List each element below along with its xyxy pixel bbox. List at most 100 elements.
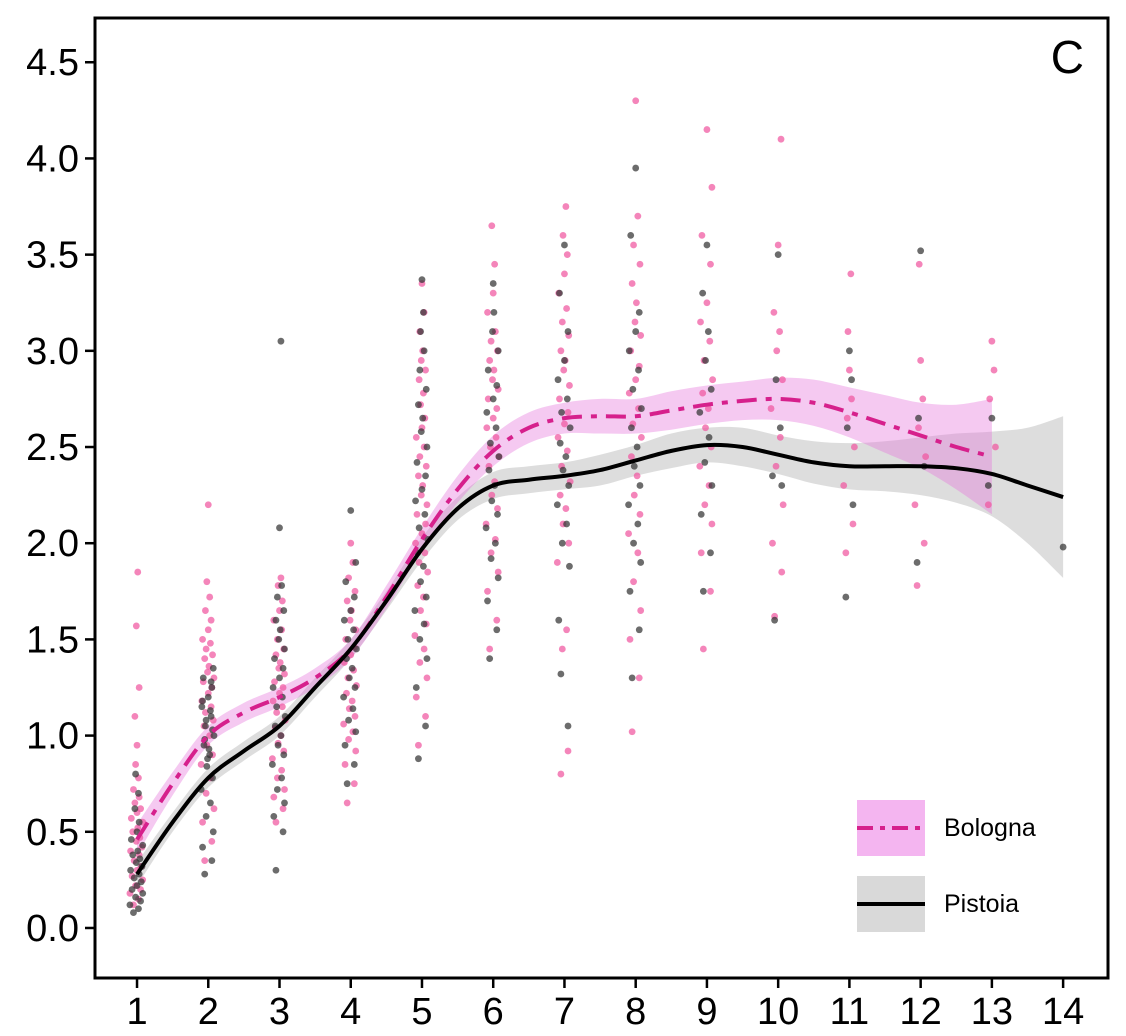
data-point: [488, 491, 496, 499]
data-point: [630, 241, 637, 249]
data-point: [704, 405, 712, 412]
data-point: [130, 874, 138, 882]
y-axis-tick-label: 2.5: [26, 427, 79, 469]
data-point: [411, 632, 419, 639]
data-point: [707, 549, 714, 557]
data-point: [564, 408, 572, 416]
data-point: [207, 712, 215, 720]
data-point: [556, 395, 563, 403]
x-axis-tick-label: 2: [198, 991, 219, 1033]
data-point: [129, 851, 137, 859]
x-axis-tick-label: 6: [483, 991, 504, 1033]
data-point: [495, 453, 503, 461]
data-point: [627, 231, 635, 239]
data-point: [486, 655, 494, 663]
legend: [857, 800, 925, 932]
data-point: [206, 593, 214, 601]
data-point: [911, 501, 919, 509]
data-point: [139, 841, 147, 849]
data-point: [986, 395, 994, 403]
data-point: [561, 270, 568, 278]
data-point: [708, 520, 716, 528]
trend-lines: [135, 396, 1064, 876]
data-point: [563, 520, 570, 528]
data-point: [412, 497, 419, 505]
data-point: [484, 308, 491, 316]
data-point: [204, 626, 212, 634]
data-point: [422, 722, 429, 730]
data-point: [553, 501, 561, 509]
data-point: [984, 482, 992, 489]
data-point: [422, 366, 429, 374]
data-point: [494, 347, 502, 355]
data-point: [699, 645, 707, 653]
data-point: [272, 866, 280, 874]
data-point: [416, 659, 424, 666]
data-point: [207, 678, 215, 686]
data-point: [127, 866, 135, 874]
data-point: [415, 524, 423, 532]
data-point: [489, 395, 497, 403]
data-point: [340, 720, 348, 728]
data-point: [132, 622, 140, 630]
data-point: [840, 482, 848, 489]
data-point: [553, 559, 561, 566]
data-point: [277, 574, 285, 582]
data-point: [423, 443, 431, 451]
data-point: [767, 405, 775, 412]
data-point: [561, 357, 568, 364]
y-axis-tick-label: 0.5: [26, 812, 79, 854]
data-point: [707, 587, 714, 595]
data-point: [484, 597, 491, 605]
data-point: [557, 347, 565, 355]
data-point: [281, 786, 288, 793]
data-point: [202, 722, 209, 730]
data-point: [562, 505, 570, 512]
data-point: [633, 299, 640, 307]
data-point: [635, 308, 643, 316]
data-point: [489, 328, 496, 335]
data-point: [486, 439, 494, 447]
data-point: [270, 793, 278, 801]
data-point: [204, 668, 211, 676]
data-point: [202, 645, 210, 653]
data-point: [131, 805, 139, 813]
data-point: [423, 501, 431, 509]
data-point: [629, 385, 637, 393]
panel-letter-label: C: [1050, 31, 1084, 83]
data-point: [342, 578, 350, 586]
data-point: [484, 366, 492, 374]
data-point: [634, 212, 642, 220]
data-point: [415, 755, 422, 763]
data-point: [135, 684, 143, 691]
data-point: [843, 414, 851, 422]
data-point: [209, 828, 217, 836]
y-axis-tick-label: 0.0: [26, 908, 79, 950]
data-point: [847, 270, 855, 278]
data-point: [421, 510, 429, 518]
data-point: [202, 812, 210, 820]
data-point: [420, 645, 428, 653]
data-point: [566, 382, 573, 389]
data-point: [850, 443, 858, 451]
data-point: [420, 620, 428, 628]
data-point: [776, 328, 783, 335]
data-point: [208, 684, 216, 691]
data-point: [413, 459, 421, 466]
data-point: [209, 664, 217, 672]
data-point: [632, 164, 640, 172]
data-point: [634, 520, 642, 528]
data-point: [555, 616, 563, 624]
data-point: [562, 453, 570, 461]
data-point: [490, 366, 498, 374]
y-axis-tick-label: 3.5: [26, 235, 79, 277]
y-axis-tick-label: 2.0: [26, 523, 79, 565]
data-point: [483, 408, 491, 416]
data-point: [137, 897, 144, 905]
data-point: [493, 626, 501, 634]
data-point: [131, 799, 139, 807]
data-point: [271, 678, 278, 686]
data-point: [557, 670, 565, 678]
data-point: [340, 693, 348, 701]
data-point: [343, 597, 351, 605]
